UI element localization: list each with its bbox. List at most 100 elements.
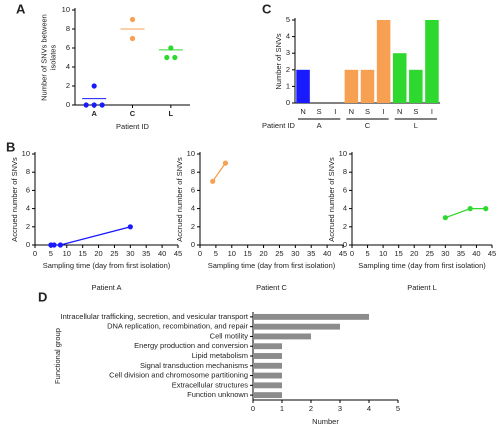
x-tick-label: 0: [251, 404, 255, 413]
panel-label: B: [6, 139, 15, 154]
x-axis-label: Patient ID: [116, 122, 150, 131]
x-tick-label: 40: [158, 249, 166, 258]
x-tick-label: 15: [394, 249, 402, 258]
x-tick-label: 40: [472, 249, 480, 258]
bar: [253, 323, 340, 330]
x-tick-label: 10: [63, 249, 71, 258]
x-tick-label: 5: [49, 249, 53, 258]
x-tick-label: 25: [426, 249, 434, 258]
x-tick-label: 5: [365, 249, 369, 258]
x-tick-label: 0: [33, 249, 37, 258]
point: [172, 54, 178, 61]
x-tick-label: 10: [379, 249, 387, 258]
point: [483, 206, 489, 212]
y-axis-label: Functional group: [53, 328, 62, 384]
point: [210, 178, 216, 184]
y-tick-label: 2: [191, 222, 195, 231]
x-tick-label: S: [317, 107, 322, 116]
y-tick-label: 4: [191, 204, 195, 213]
y-axis-label: Number of SNVs: [274, 33, 283, 90]
chart-title: Patient A: [91, 283, 121, 292]
x-tick-label: N: [397, 107, 402, 116]
point: [99, 102, 105, 108]
x-tick-label: 25: [110, 249, 118, 258]
y-tick-label: DNA replication, recombination, and repa…: [107, 322, 248, 331]
y-tick-label: 0: [191, 240, 195, 249]
x-tick-label: 4: [367, 404, 371, 413]
x-axis-label: Sampling time (day from first isolation): [43, 261, 171, 270]
y-tick-label: 3: [286, 48, 290, 57]
x-tick-label: A: [91, 109, 97, 118]
y-tick-label: 4: [26, 204, 30, 213]
group-label: C: [365, 121, 371, 130]
bar: [253, 382, 282, 389]
x-tick-label: I: [334, 107, 336, 116]
point: [168, 45, 174, 51]
y-tick-label: 8: [66, 24, 70, 33]
y-tick-label: 4: [286, 32, 290, 41]
y-axis-label: Number of SNVs between: [39, 14, 48, 101]
y-tick-label: 8: [343, 167, 347, 176]
line: [445, 207, 486, 219]
x-tick-label: S: [365, 107, 370, 116]
y-tick-label: 0: [26, 240, 30, 249]
y-axis-label: Accrued number of SNVs: [175, 157, 184, 242]
y-tick-label: 2: [286, 65, 290, 74]
y-tick-label: 2: [26, 222, 30, 231]
bar: [296, 69, 310, 103]
y-tick-label: 1: [286, 81, 290, 90]
point: [57, 242, 64, 248]
bar: [392, 53, 407, 103]
x-axis-label: Patient ID: [262, 121, 296, 130]
y-tick-label: 10: [339, 149, 347, 158]
y-tick-label: 10: [62, 5, 70, 14]
y-tick-label: Extracellular structures: [172, 380, 249, 389]
point: [83, 102, 89, 108]
x-tick-label: 35: [142, 249, 150, 258]
x-tick-label: 5: [214, 249, 218, 258]
bar: [253, 392, 282, 399]
point: [164, 54, 170, 61]
y-tick-label: 0: [286, 98, 290, 107]
y-tick-label: 10: [187, 149, 195, 158]
x-tick-label: 30: [441, 249, 449, 258]
bar: [253, 362, 282, 369]
group-label: L: [414, 121, 418, 130]
panel-label: D: [38, 289, 47, 304]
x-tick-label: 20: [94, 249, 102, 258]
point: [442, 215, 448, 221]
x-tick-label: 30: [126, 249, 134, 258]
point: [129, 16, 136, 23]
y-tick-label: 0: [343, 240, 347, 249]
point: [467, 206, 473, 212]
x-tick-label: 10: [228, 249, 236, 258]
y-tick-label: Function unknown: [187, 390, 248, 399]
bar: [360, 69, 375, 103]
bar: [253, 343, 282, 350]
y-tick-label: 2: [343, 222, 347, 231]
x-tick-label: N: [349, 107, 354, 116]
x-tick-label: I: [383, 107, 385, 116]
panel-label: A: [16, 1, 26, 16]
y-tick-label: Cell motility: [210, 331, 249, 340]
y-tick-label: 6: [26, 185, 30, 194]
x-tick-label: 35: [457, 249, 465, 258]
y-axis-label: isolates: [48, 45, 57, 71]
x-tick-label: L: [169, 109, 174, 118]
y-tick-label: 6: [66, 43, 70, 52]
x-tick-label: 35: [307, 249, 315, 258]
y-tick-label: 6: [343, 185, 347, 194]
x-tick-label: 20: [410, 249, 418, 258]
y-tick-label: Cell division and chromosome partitionin…: [109, 371, 248, 380]
bar: [425, 20, 439, 103]
y-axis-label: Accrued number of SNVs: [10, 157, 19, 242]
point: [91, 102, 97, 108]
y-tick-label: 8: [191, 167, 195, 176]
bar: [376, 20, 391, 103]
point: [129, 35, 136, 42]
x-tick-label: N: [300, 107, 305, 116]
x-tick-label: 45: [339, 249, 347, 258]
y-tick-label: Signal transduction mechanisms: [140, 361, 248, 370]
x-tick-label: S: [413, 107, 418, 116]
